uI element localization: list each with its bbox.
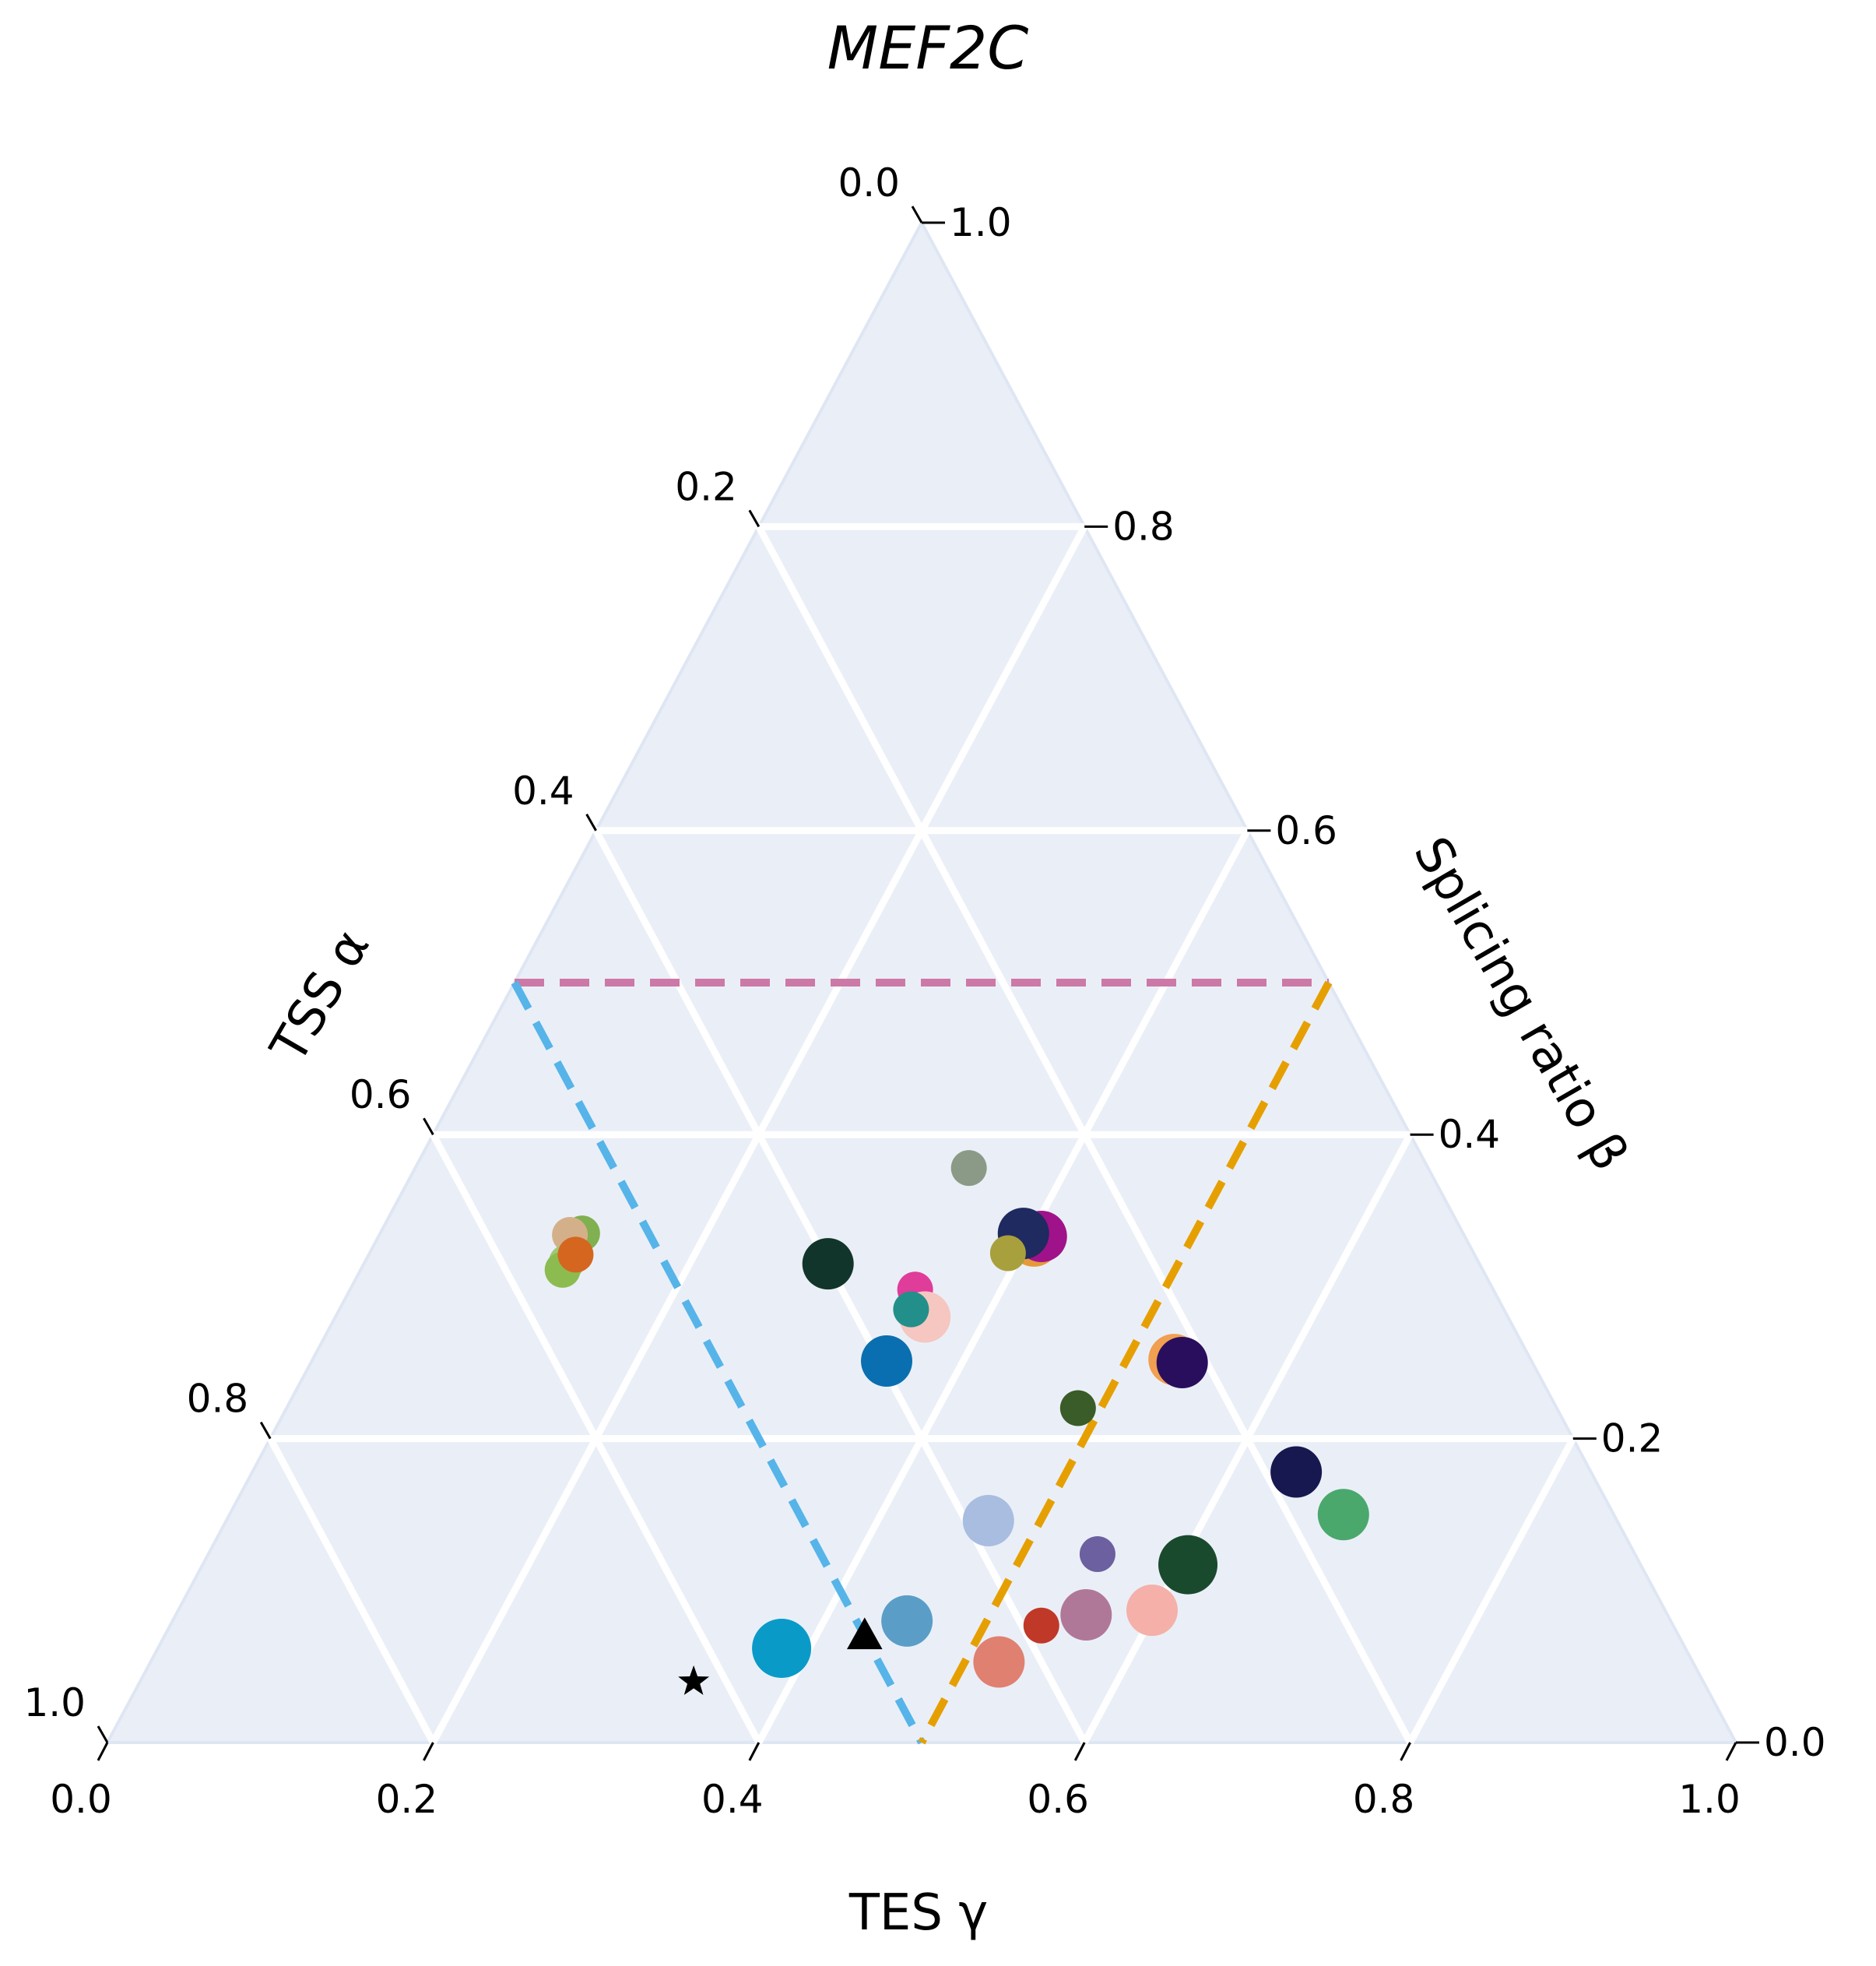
data-point xyxy=(1158,1535,1218,1595)
splicing-tick-label: 1.0 xyxy=(950,200,1012,245)
splicing-tick-label: 0.8 xyxy=(1112,504,1175,549)
data-point xyxy=(1156,1337,1208,1388)
data-point xyxy=(962,1495,1014,1547)
triangle-marker xyxy=(846,1617,883,1650)
tes-tick xyxy=(1400,1742,1411,1761)
tes-tick-label: 0.8 xyxy=(1353,1777,1415,1822)
data-points xyxy=(544,1150,1369,1688)
tes-tick xyxy=(97,1742,109,1761)
tes-tick-label: 1.0 xyxy=(1678,1777,1741,1822)
tes-tick xyxy=(1725,1742,1737,1761)
data-point xyxy=(893,1291,929,1328)
tss-tick-label: 0.2 xyxy=(675,464,737,509)
data-point xyxy=(1079,1535,1115,1572)
data-point xyxy=(989,1235,1026,1271)
splicing-tick-label: 0.0 xyxy=(1764,1720,1826,1765)
tes-tick xyxy=(1073,1742,1086,1761)
grid-line-tes xyxy=(1081,1133,1414,1745)
data-point xyxy=(1126,1584,1179,1637)
data-point xyxy=(1059,1390,1096,1426)
tss-tick xyxy=(585,814,597,832)
data-point xyxy=(1270,1446,1323,1498)
tss-axis-label: TSS α xyxy=(260,920,381,1073)
tes-axis-label: TES γ xyxy=(848,1884,988,1942)
reference-line xyxy=(511,980,926,1745)
tes-tick xyxy=(423,1742,434,1761)
tss-tick xyxy=(259,1421,272,1440)
tss-tick-label: 0.6 xyxy=(350,1072,412,1117)
tes-tick-label: 0.2 xyxy=(376,1777,438,1822)
reference-lines xyxy=(511,979,1333,1745)
splicing-tick-label: 0.6 xyxy=(1275,808,1337,853)
data-point xyxy=(1023,1607,1059,1644)
grid-line-tss xyxy=(267,1437,437,1745)
grid-line-tes xyxy=(1407,1437,1576,1745)
marker-points xyxy=(678,1617,883,1695)
grid-line-tss xyxy=(430,1133,762,1745)
data-point xyxy=(950,1150,987,1187)
tss-tick-label: 0.0 xyxy=(838,160,900,206)
tes-tick-label: 0.4 xyxy=(701,1777,764,1822)
tss-tick xyxy=(748,509,761,528)
tes-tick-label: 0.0 xyxy=(50,1777,112,1822)
data-point xyxy=(881,1595,933,1647)
data-point xyxy=(557,1236,594,1273)
tss-tick-label: 1.0 xyxy=(23,1680,86,1725)
data-point xyxy=(1317,1489,1369,1541)
tss-tick-label: 0.8 xyxy=(187,1377,249,1422)
tes-tick-label: 0.6 xyxy=(1027,1777,1089,1822)
tss-tick xyxy=(911,206,923,223)
reference-line xyxy=(918,980,1333,1745)
chart-title: MEF2C xyxy=(827,13,1029,83)
data-point xyxy=(1060,1589,1112,1641)
ternary-ticks: 0.0 0.0 0.0 0.2 0.2 0.2 0.4 0.4 0.4 0.6 0.6 0.6 0.8 0… xyxy=(23,160,1825,1822)
tes-tick xyxy=(748,1742,761,1761)
data-point xyxy=(861,1335,913,1387)
splicing-tick-label: 0.2 xyxy=(1601,1416,1663,1461)
tss-tick xyxy=(97,1725,109,1743)
tss-tick xyxy=(423,1117,434,1135)
data-point xyxy=(802,1238,854,1290)
data-point xyxy=(973,1636,1025,1688)
tss-tick-label: 0.4 xyxy=(512,768,574,814)
splicing-tick-label: 0.4 xyxy=(1439,1112,1501,1157)
data-point xyxy=(752,1618,812,1678)
star-marker xyxy=(678,1665,710,1695)
